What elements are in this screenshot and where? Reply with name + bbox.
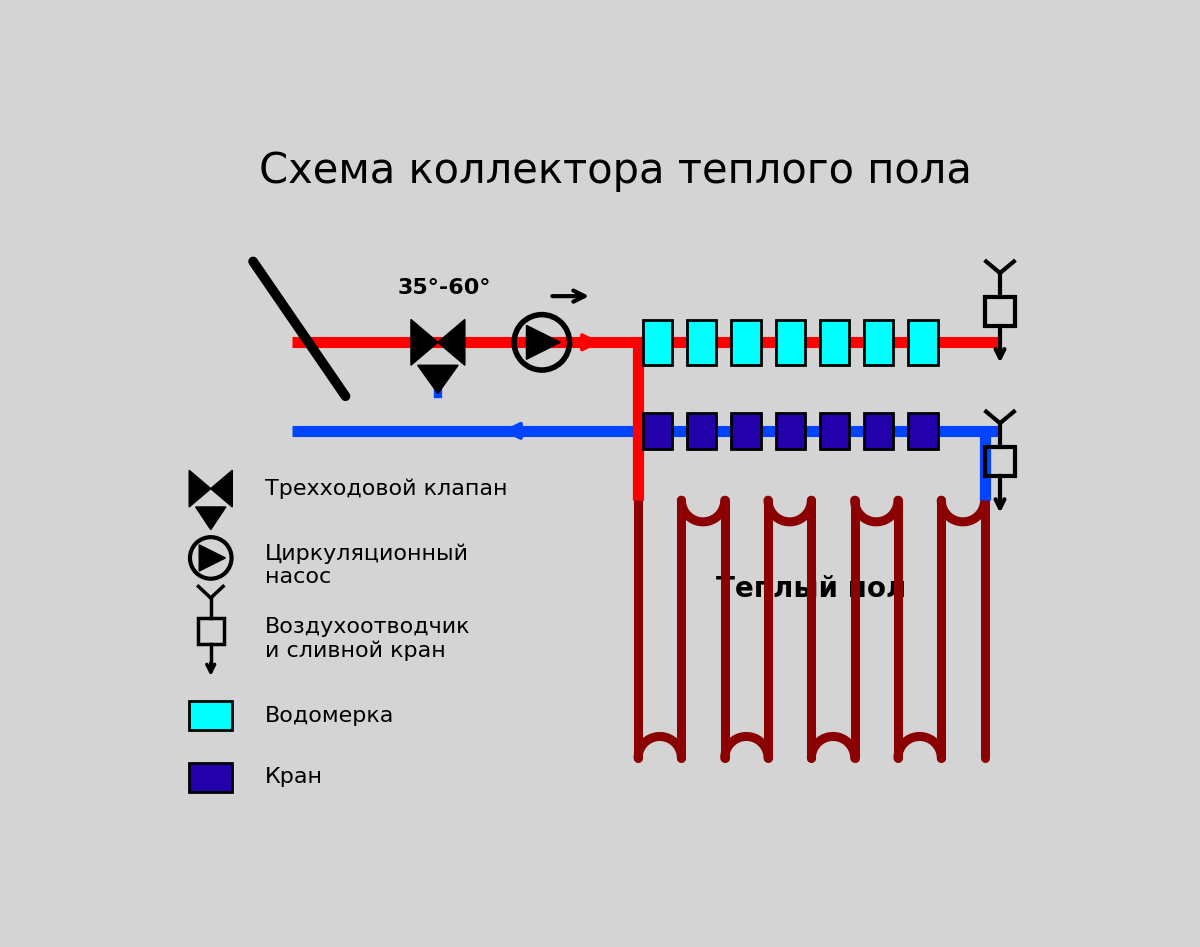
Bar bbox=[731, 413, 761, 449]
Bar bbox=[820, 413, 850, 449]
Bar bbox=[864, 413, 893, 449]
Bar bbox=[198, 618, 224, 644]
Bar bbox=[864, 320, 893, 365]
Bar bbox=[643, 413, 672, 449]
Bar bbox=[775, 320, 805, 365]
Bar bbox=[820, 320, 850, 365]
Bar bbox=[908, 320, 937, 365]
Text: Схема коллектора теплого пола: Схема коллектора теплого пола bbox=[258, 150, 972, 192]
Bar bbox=[908, 320, 937, 365]
Polygon shape bbox=[211, 471, 233, 507]
Bar bbox=[686, 320, 716, 365]
Bar bbox=[190, 701, 233, 730]
Text: Циркуляционный
насос: Циркуляционный насос bbox=[265, 544, 469, 587]
Bar bbox=[190, 762, 233, 792]
Text: Трехходовой клапан: Трехходовой клапан bbox=[265, 478, 508, 499]
Bar bbox=[985, 297, 1015, 326]
Bar bbox=[643, 320, 672, 365]
Bar bbox=[731, 413, 761, 449]
Polygon shape bbox=[199, 545, 226, 571]
Bar bbox=[731, 320, 761, 365]
Polygon shape bbox=[418, 366, 458, 394]
Bar bbox=[190, 701, 233, 730]
Polygon shape bbox=[527, 326, 560, 359]
Bar bbox=[820, 320, 850, 365]
Polygon shape bbox=[438, 319, 464, 366]
Bar bbox=[686, 413, 716, 449]
Text: Теплый пол: Теплый пол bbox=[716, 575, 906, 602]
Polygon shape bbox=[190, 471, 211, 507]
Text: 35°-60°: 35°-60° bbox=[397, 277, 491, 297]
Bar bbox=[731, 320, 761, 365]
Bar bbox=[686, 320, 716, 365]
Bar bbox=[908, 413, 937, 449]
Text: Воздухоотводчик
и сливной кран: Воздухоотводчик и сливной кран bbox=[265, 616, 470, 661]
Polygon shape bbox=[196, 507, 226, 529]
Bar bbox=[775, 413, 805, 449]
Bar bbox=[775, 413, 805, 449]
Bar bbox=[643, 320, 672, 365]
Bar bbox=[686, 413, 716, 449]
Bar bbox=[820, 413, 850, 449]
Text: Кран: Кран bbox=[265, 767, 323, 787]
Bar bbox=[643, 413, 672, 449]
Bar bbox=[864, 320, 893, 365]
Text: Водомерка: Водомерка bbox=[265, 706, 394, 725]
Bar bbox=[908, 413, 937, 449]
Bar bbox=[190, 762, 233, 792]
Bar bbox=[985, 447, 1015, 476]
Bar bbox=[864, 413, 893, 449]
Bar bbox=[775, 320, 805, 365]
Polygon shape bbox=[410, 319, 438, 366]
